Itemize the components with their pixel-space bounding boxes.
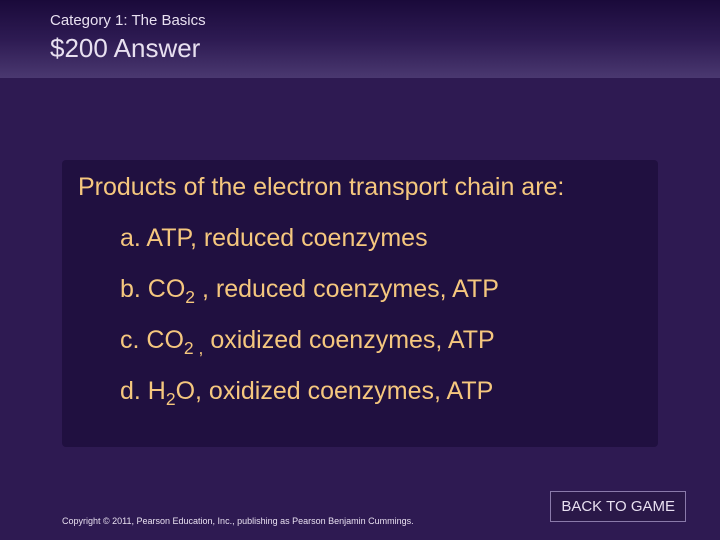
content-box: Products of the electron transport chain… (62, 160, 658, 447)
option-b-post: , reduced coenzymes, ATP (195, 275, 499, 303)
option-b: b. CO2 , reduced coenzymes, ATP (120, 274, 642, 309)
option-c-post: oxidized coenzymes, ATP (203, 326, 494, 354)
option-b-prefix: b. (120, 275, 148, 303)
option-b-sub: 2 (185, 287, 195, 307)
option-a-pre: ATP, reduced coenzymes (146, 224, 427, 252)
category-label: Category 1: The Basics (50, 12, 670, 29)
option-c: c. CO2 , oxidized coenzymes, ATP (120, 325, 642, 360)
option-a: a. ATP, reduced coenzymes (120, 223, 642, 258)
option-b-pre: CO (148, 275, 186, 303)
dollar-value: $200 (50, 33, 108, 63)
option-a-prefix: a. (120, 224, 146, 252)
option-d-sub: 2 (166, 389, 176, 409)
options-list: a. ATP, reduced coenzymes b. CO2 , reduc… (78, 223, 642, 411)
copyright-text: Copyright © 2011, Pearson Education, Inc… (62, 516, 414, 526)
option-c-pre: CO (146, 326, 184, 354)
back-to-game-button[interactable]: BACK TO GAME (550, 491, 686, 522)
option-c-prefix: c. (120, 326, 146, 354)
slide-header: Category 1: The Basics $200 Answer (0, 0, 720, 79)
value-answer-line: $200 Answer (50, 33, 670, 64)
option-d-post: O, oxidized coenzymes, ATP (176, 377, 494, 405)
option-d-prefix: d. (120, 377, 148, 405)
slide: Category 1: The Basics $200 Answer Produ… (0, 0, 720, 540)
slide-body: Products of the electron transport chain… (0, 78, 720, 540)
option-c-sub: 2 , (184, 338, 203, 358)
option-d: d. H2O, oxidized coenzymes, ATP (120, 376, 642, 411)
question-text: Products of the electron transport chain… (78, 172, 642, 203)
option-d-pre: H (148, 377, 166, 405)
answer-label: Answer (114, 33, 201, 63)
